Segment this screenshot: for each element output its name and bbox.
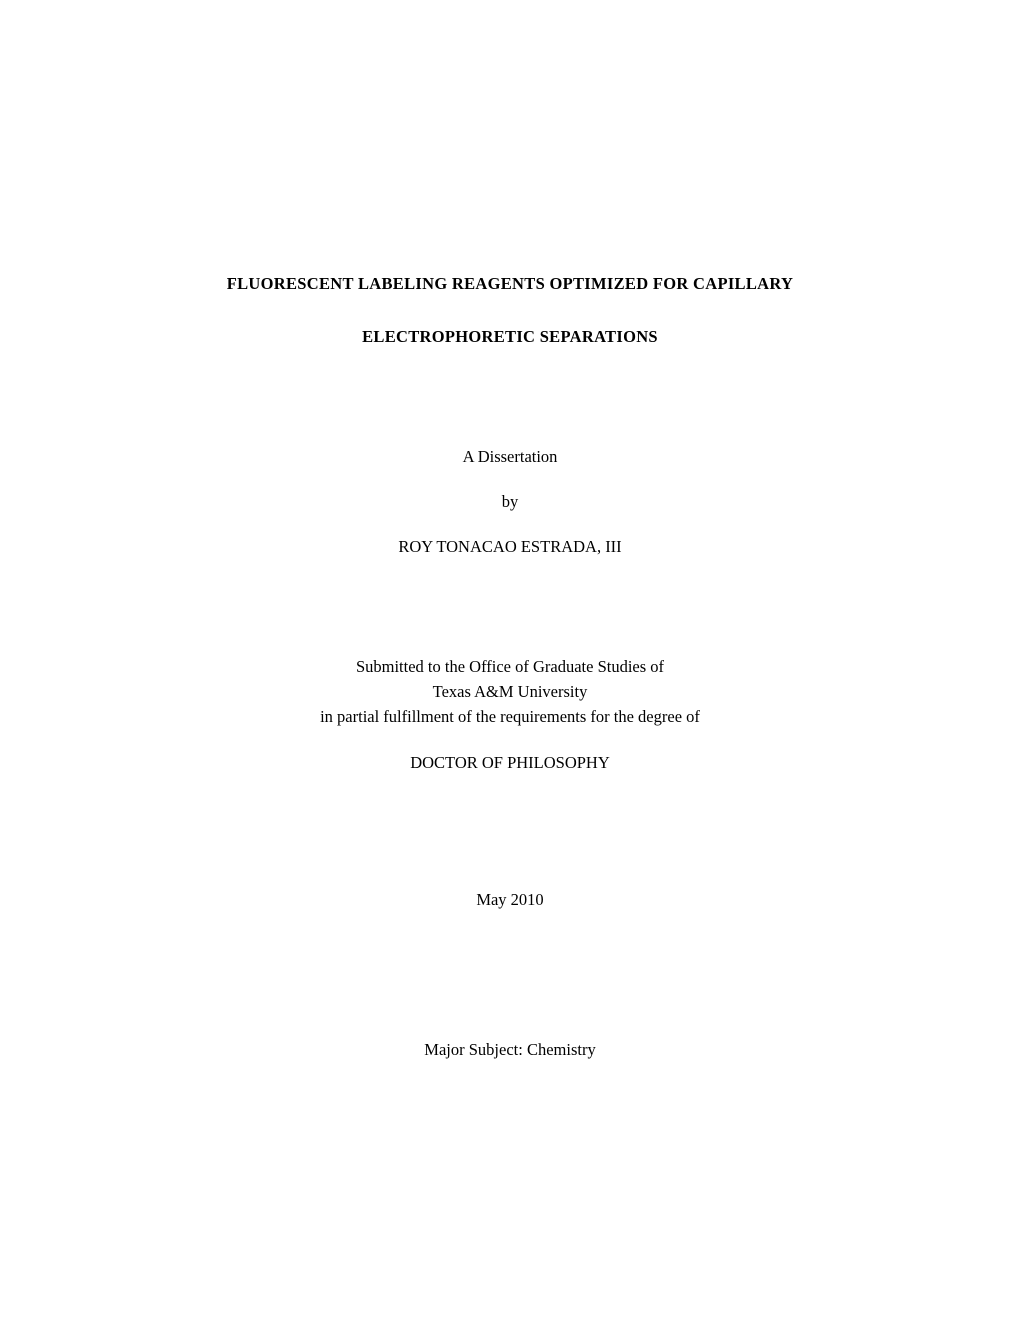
- title-line-2: ELECTROPHORETIC SEPARATIONS: [180, 325, 840, 348]
- dissertation-label: A Dissertation: [180, 445, 840, 468]
- submission-block: Submitted to the Office of Graduate Stud…: [0, 655, 1020, 776]
- date-block: May 2010: [0, 890, 1020, 910]
- title-line-1: FLUORESCENT LABELING REAGENTS OPTIMIZED …: [180, 272, 840, 295]
- subject-block: Major Subject: Chemistry: [0, 1040, 1020, 1060]
- submission-line-2: Texas A&M University: [180, 680, 840, 705]
- submission-line-1: Submitted to the Office of Graduate Stud…: [180, 655, 840, 680]
- submission-line-3: in partial fulfillment of the requiremen…: [180, 705, 840, 730]
- by-label: by: [180, 490, 840, 513]
- title-page: FLUORESCENT LABELING REAGENTS OPTIMIZED …: [0, 0, 1020, 1320]
- degree-name: DOCTOR OF PHILOSOPHY: [180, 751, 840, 776]
- subject-text: Major Subject: Chemistry: [424, 1040, 595, 1059]
- title-block: FLUORESCENT LABELING REAGENTS OPTIMIZED …: [0, 272, 1020, 348]
- dissertation-block: A Dissertation by ROY TONACAO ESTRADA, I…: [0, 445, 1020, 558]
- date-text: May 2010: [476, 890, 543, 909]
- author-name: ROY TONACAO ESTRADA, III: [180, 535, 840, 558]
